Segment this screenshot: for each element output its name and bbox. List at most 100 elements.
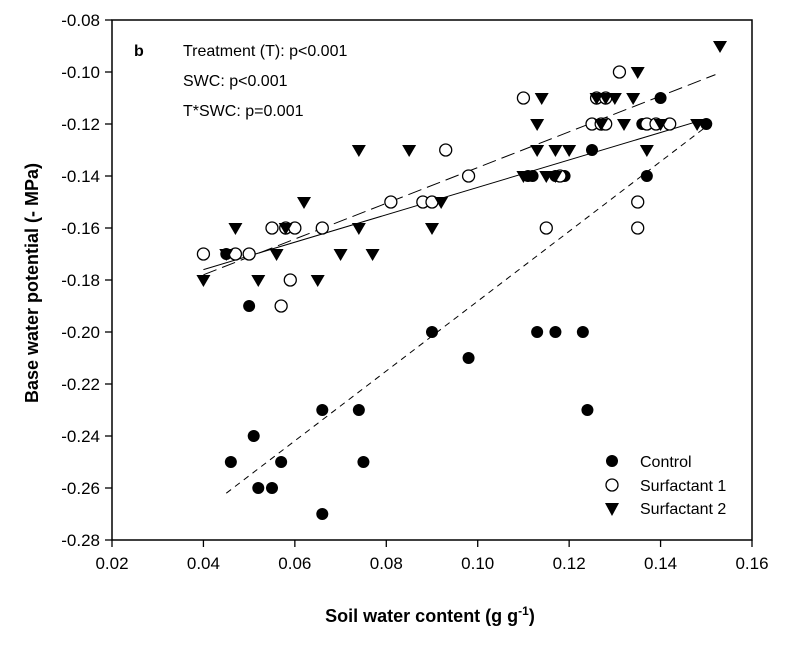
fit-line-surfactant-2 xyxy=(203,118,707,271)
point-control xyxy=(243,300,256,312)
legend-marker-surfactant-1 xyxy=(605,478,619,492)
point-surfactant-1 xyxy=(283,273,297,287)
point-surfactant-2 xyxy=(425,223,439,235)
regression-lines xyxy=(203,74,716,494)
legend-marker-control xyxy=(606,455,618,467)
point-surfactant-1 xyxy=(265,221,279,235)
point-control xyxy=(640,170,653,182)
point-surfactant-2 xyxy=(402,145,417,157)
point-surfactant-2 xyxy=(351,223,366,235)
y-tick-label: -0.26 xyxy=(61,479,100,498)
x-tick-label: 0.16 xyxy=(735,554,768,573)
point-surfactant-2 xyxy=(589,93,604,105)
x-tick-label: 0.10 xyxy=(461,554,494,573)
annotation-treatment: Treatment (T): p<0.001 xyxy=(183,43,347,60)
point-surfactant-2 xyxy=(333,249,348,261)
point-surfactant-2 xyxy=(219,249,234,261)
point-control xyxy=(549,326,562,338)
x-axis-label: Soil water content (g g-1) xyxy=(325,604,535,626)
point-surfactant-1 xyxy=(315,221,329,235)
point-surfactant-1 xyxy=(516,91,531,105)
point-control xyxy=(576,326,589,338)
data-points xyxy=(196,41,727,520)
y-tick-label: -0.18 xyxy=(61,271,100,290)
point-surfactant-2 xyxy=(297,197,311,209)
y-tick-label: -0.20 xyxy=(61,323,100,342)
point-surfactant-2 xyxy=(539,171,554,183)
point-control xyxy=(252,482,265,494)
point-surfactant-2 xyxy=(617,119,631,131)
point-surfactant-2 xyxy=(530,119,545,131)
point-surfactant-1 xyxy=(539,221,553,235)
point-surfactant-2 xyxy=(251,275,266,287)
point-control xyxy=(581,404,594,416)
point-control xyxy=(700,118,713,130)
point-surfactant-2 xyxy=(534,93,549,105)
point-control xyxy=(224,456,237,468)
point-surfactant-1 xyxy=(196,247,211,261)
point-control xyxy=(526,170,539,182)
point-surfactant-2 xyxy=(598,93,613,105)
point-surfactant-2 xyxy=(594,119,609,131)
point-surfactant-1 xyxy=(242,247,256,261)
x-tick-label: 0.12 xyxy=(553,554,586,573)
point-surfactant-2 xyxy=(690,119,705,131)
legend-label-surfactant-1: Surfactant 1 xyxy=(640,478,726,495)
point-surfactant-2 xyxy=(365,249,380,261)
point-control xyxy=(586,144,598,156)
legend: Control Surfactant 1 Surfactant 2 xyxy=(605,454,726,518)
point-surfactant-2 xyxy=(562,145,577,157)
panel-label: b xyxy=(134,43,144,60)
point-surfactant-2 xyxy=(630,67,645,79)
y-axis-label: Base water potential (- MPa) xyxy=(22,163,42,403)
axis-ticks: 0.02 0.04 0.06 0.08 0.10 0.12 0.14 0.16 -0.08 -0.… xyxy=(61,11,768,573)
x-tick-label: 0.02 xyxy=(95,554,128,573)
point-surfactant-2 xyxy=(269,249,284,261)
point-surfactant-1 xyxy=(461,169,476,183)
y-tick-label: -0.14 xyxy=(61,167,100,186)
point-control xyxy=(275,456,288,468)
point-surfactant-2 xyxy=(548,171,563,183)
y-tick-label: -0.16 xyxy=(61,219,100,238)
y-tick-label: -0.08 xyxy=(61,11,100,30)
y-tick-label: -0.10 xyxy=(61,63,100,82)
point-surfactant-2 xyxy=(351,145,366,157)
point-surfactant-2 xyxy=(196,275,211,287)
point-control xyxy=(316,508,329,520)
point-control xyxy=(426,326,438,338)
point-control xyxy=(531,326,544,338)
point-surfactant-1 xyxy=(384,195,398,209)
point-surfactant-1 xyxy=(631,221,645,235)
point-surfactant-2 xyxy=(626,93,641,105)
point-surfactant-1 xyxy=(631,195,645,209)
y-tick-label: -0.28 xyxy=(61,531,100,550)
y-tick-label: -0.12 xyxy=(61,115,100,134)
point-surfactant-2 xyxy=(713,41,727,53)
point-surfactant-2 xyxy=(639,145,654,157)
x-tick-label: 0.04 xyxy=(187,554,220,573)
legend-label-control: Control xyxy=(640,454,692,471)
point-surfactant-1 xyxy=(274,299,288,313)
point-surfactant-2 xyxy=(310,275,325,287)
point-surfactant-2 xyxy=(228,223,243,235)
fit-line-surfactant-1 xyxy=(203,74,716,276)
legend-marker-surfactant-2 xyxy=(605,503,619,516)
point-surfactant-2 xyxy=(516,171,531,183)
x-tick-label: 0.08 xyxy=(370,554,403,573)
x-tick-label: 0.06 xyxy=(278,554,311,573)
point-control xyxy=(266,482,278,494)
legend-label-surfactant-2: Surfactant 2 xyxy=(640,501,726,518)
point-control xyxy=(654,92,667,104)
annotation-swc: SWC: p<0.001 xyxy=(183,73,288,90)
y-tick-label: -0.22 xyxy=(61,375,100,394)
annotation-interaction: T*SWC: p=0.001 xyxy=(183,103,304,120)
point-surfactant-2 xyxy=(434,197,449,209)
point-surfactant-2 xyxy=(530,145,545,157)
x-tick-label: 0.14 xyxy=(644,554,677,573)
point-control xyxy=(247,430,260,442)
point-surfactant-2 xyxy=(278,223,293,235)
point-surfactant-1 xyxy=(612,65,627,79)
point-surfactant-2 xyxy=(607,93,622,105)
point-control xyxy=(352,404,365,416)
